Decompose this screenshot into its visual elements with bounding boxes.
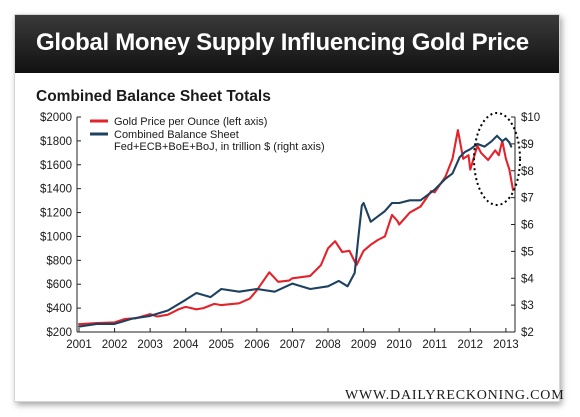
x-tick-label: 2006: [244, 339, 270, 351]
y-right-tick-label: $3: [521, 300, 534, 312]
y-left-tick-label: $1200: [40, 208, 72, 220]
y-left-tick-label: $800: [46, 255, 72, 267]
brand-url: WWW.DAILYRECKONING.COM: [345, 388, 565, 403]
y-left-tick-label: $1800: [40, 136, 72, 148]
x-tick-label: 2002: [102, 339, 128, 351]
x-tick-label: 2010: [386, 339, 412, 351]
legend-label-gold: Gold Price per Ounce (left axis): [114, 116, 267, 128]
x-tick-label: 2004: [173, 339, 199, 351]
y-right-tick-label: $7: [521, 193, 534, 205]
y-right-tick-label: $6: [521, 220, 534, 232]
x-tick-label: 2013: [493, 339, 519, 351]
y-left-tick-label: $1400: [40, 184, 72, 196]
legend-label-balance: Combined Balance Sheet Fed+ECB+BoE+BoJ, i…: [114, 129, 325, 153]
y-left-tick-label: $1000: [40, 231, 72, 243]
gold-price-line: [77, 129, 515, 326]
y-left-tick-label: $1600: [40, 160, 72, 172]
header-bar: Global Money Supply Influencing Gold Pri…: [15, 15, 559, 73]
balance-sheet-line: [77, 134, 513, 328]
x-tick-label: 2008: [315, 339, 341, 351]
y-right-tick-label: $8: [521, 166, 534, 178]
y-left-tick-label: $2000: [40, 112, 72, 124]
x-tick-label: 2001: [66, 339, 92, 351]
x-tick-label: 2005: [208, 339, 234, 351]
x-tick-label: 2009: [351, 339, 377, 351]
x-tick-label: 2007: [280, 339, 306, 351]
chart-title: Combined Balance Sheet Totals: [36, 88, 271, 105]
y-left-tick-label: $600: [46, 279, 72, 291]
chart-card: Global Money Supply Influencing Gold Pri…: [14, 14, 564, 403]
y-left-tick-label: $400: [46, 303, 72, 315]
x-tick-label: 2011: [422, 339, 447, 351]
x-tick-label: 2003: [137, 339, 163, 351]
y-right-tick-label: $4: [521, 273, 534, 285]
header-title: Global Money Supply Influencing Gold Pri…: [36, 29, 529, 56]
x-tick-label: 2012: [458, 339, 484, 351]
annotation-ellipse: [473, 112, 521, 206]
y-right-tick-label: $5: [521, 246, 534, 258]
y-right-tick-label: $2: [521, 327, 534, 339]
y-left-tick-label: $200: [46, 327, 72, 339]
y-right-tick-label: $9: [521, 139, 534, 151]
y-right-tick-label: $10: [521, 112, 540, 124]
